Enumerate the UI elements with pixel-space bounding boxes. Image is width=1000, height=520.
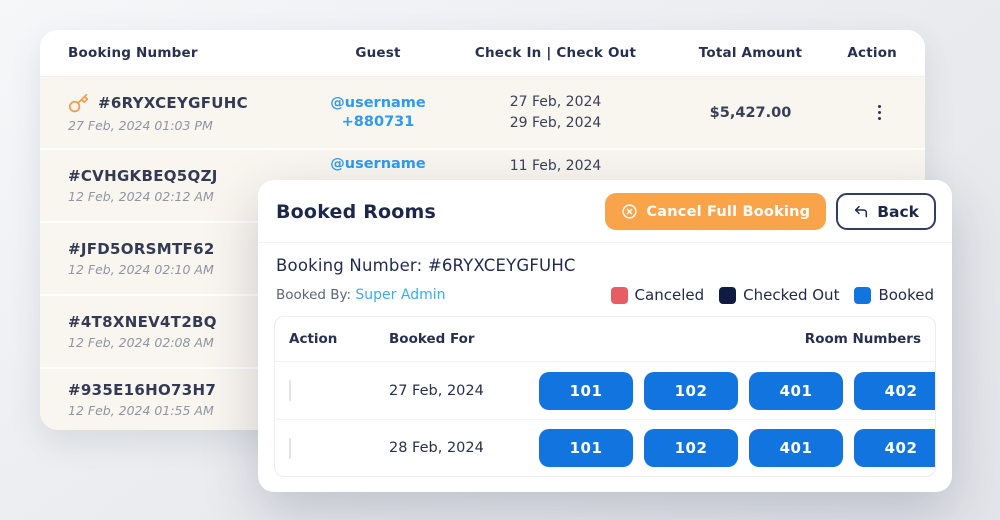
legend-label: Booked [878, 286, 934, 304]
header-total-amount: Total Amount [698, 45, 803, 61]
header-booked-for: Booked For [389, 331, 475, 347]
booked-rooms-row: 28 Feb, 2024 101 102 401 402 [275, 419, 935, 476]
booking-number-cell: #4T8XNEV4T2BQ 12 Feb, 2024 02:08 AM [68, 313, 308, 350]
booking-number: #4T8XNEV4T2BQ [68, 313, 217, 331]
legend-label: Canceled [634, 286, 705, 304]
booking-number: #935E16HO73H7 [68, 381, 217, 399]
cancel-button-label: Cancel Full Booking [646, 203, 811, 220]
check-out-date: 29 Feb, 2024 [509, 114, 602, 131]
booked-by-label: Booked By: [276, 287, 352, 303]
booked-by-name-link[interactable]: Super Admin [355, 287, 446, 303]
back-button[interactable]: Back [836, 193, 936, 230]
booked-for-date: 28 Feb, 2024 [389, 440, 484, 456]
booked-rooms-table-header: Action Booked For Room Numbers [275, 317, 935, 362]
legend-item-booked: Booked [854, 286, 934, 304]
header-booking-number: Booking Number [68, 45, 198, 61]
total-amount: $5,427.00 [709, 104, 792, 121]
canceled-swatch [610, 286, 628, 304]
booked-rooms-modal: Booked Rooms Cancel Full Booking Back Bo… [258, 180, 952, 492]
room-button[interactable]: 102 [644, 371, 738, 410]
booking-number: #CVHGKBEQ5QZJ [68, 167, 218, 185]
modal-header: Booked Rooms Cancel Full Booking Back [258, 180, 952, 243]
booking-number: #JFD5ORSMTF62 [68, 240, 215, 258]
table-row[interactable]: #6RYXCEYGFUHC 27 Feb, 2024 01:03 PM @use… [40, 77, 925, 150]
booking-number-cell: #CVHGKBEQ5QZJ 12 Feb, 2024 02:12 AM [68, 167, 308, 204]
booking-number-cell: #6RYXCEYGFUHC 27 Feb, 2024 01:03 PM [68, 93, 308, 133]
header-check-in-out: Check In | Check Out [474, 45, 637, 61]
booked-rooms-row: 27 Feb, 2024 101 102 401 402 [275, 362, 935, 419]
guest-cell: @username +880731 [308, 95, 448, 130]
modal-booking-number: Booking Number: #6RYXCEYGFUHC [276, 256, 576, 275]
guest-username-link[interactable]: @username [330, 95, 426, 111]
room-button[interactable]: 402 [854, 429, 935, 467]
booked-for-date: 27 Feb, 2024 [389, 382, 484, 399]
checked-out-swatch [719, 286, 737, 304]
legend-label: Checked Out [743, 286, 840, 304]
back-button-label: Back [877, 202, 919, 221]
key-icon [68, 93, 89, 114]
room-button[interactable]: 401 [749, 371, 843, 410]
back-arrow-icon [855, 205, 868, 217]
booked-swatch [854, 286, 872, 304]
legend-item-checked-out: Checked Out [719, 286, 839, 304]
booking-datetime: 12 Feb, 2024 02:12 AM [68, 189, 214, 204]
header-guest: Guest [355, 45, 401, 61]
header-action: Action [289, 331, 338, 347]
row-checkbox[interactable] [289, 437, 291, 459]
guest-cell: @username [308, 156, 448, 172]
room-button[interactable]: 101 [539, 371, 633, 410]
room-button[interactable]: 102 [644, 429, 738, 467]
booking-datetime: 12 Feb, 2024 02:10 AM [68, 262, 214, 277]
room-button[interactable]: 101 [539, 429, 633, 467]
room-button[interactable]: 402 [854, 371, 935, 410]
cancel-full-booking-button[interactable]: Cancel Full Booking [605, 193, 827, 230]
header-action: Action [847, 45, 897, 61]
row-checkbox[interactable] [289, 380, 291, 401]
guest-username-link[interactable]: @username [330, 156, 426, 172]
bookings-table-header: Booking Number Guest Check In | Check Ou… [40, 30, 925, 77]
header-room-numbers: Room Numbers [804, 331, 921, 347]
booking-number-cell: #JFD5ORSMTF62 12 Feb, 2024 02:10 AM [68, 240, 308, 277]
room-button[interactable]: 401 [749, 429, 843, 467]
row-actions-menu-icon[interactable] [877, 104, 881, 121]
booked-rooms-table: Action Booked For Room Numbers 27 Feb, 2… [274, 316, 936, 477]
booking-datetime: 12 Feb, 2024 01:55 AM [68, 403, 214, 418]
legend-item-canceled: Canceled [610, 286, 705, 304]
modal-title: Booked Rooms [276, 200, 437, 223]
guest-phone-link[interactable]: +880731 [341, 114, 415, 130]
check-in-date: 27 Feb, 2024 [509, 94, 602, 111]
booking-number: #6RYXCEYGFUHC [98, 94, 248, 112]
booking-number-cell: #935E16HO73H7 12 Feb, 2024 01:55 AM [68, 381, 308, 418]
status-legend: Canceled Checked Out Booked [610, 286, 934, 304]
check-in-date: 11 Feb, 2024 [509, 158, 602, 174]
booking-datetime: 12 Feb, 2024 02:08 AM [68, 335, 214, 350]
modal-subheader: Booking Number: #6RYXCEYGFUHC Booked By:… [258, 243, 952, 304]
booking-datetime: 27 Feb, 2024 01:03 PM [68, 117, 213, 133]
check-in-out-cell: 27 Feb, 2024 29 Feb, 2024 [448, 92, 663, 133]
check-in-out-cell: 11 Feb, 2024 [448, 156, 663, 176]
cancel-circle-icon [622, 204, 638, 219]
booked-by: Booked By: Super Admin [276, 287, 446, 303]
